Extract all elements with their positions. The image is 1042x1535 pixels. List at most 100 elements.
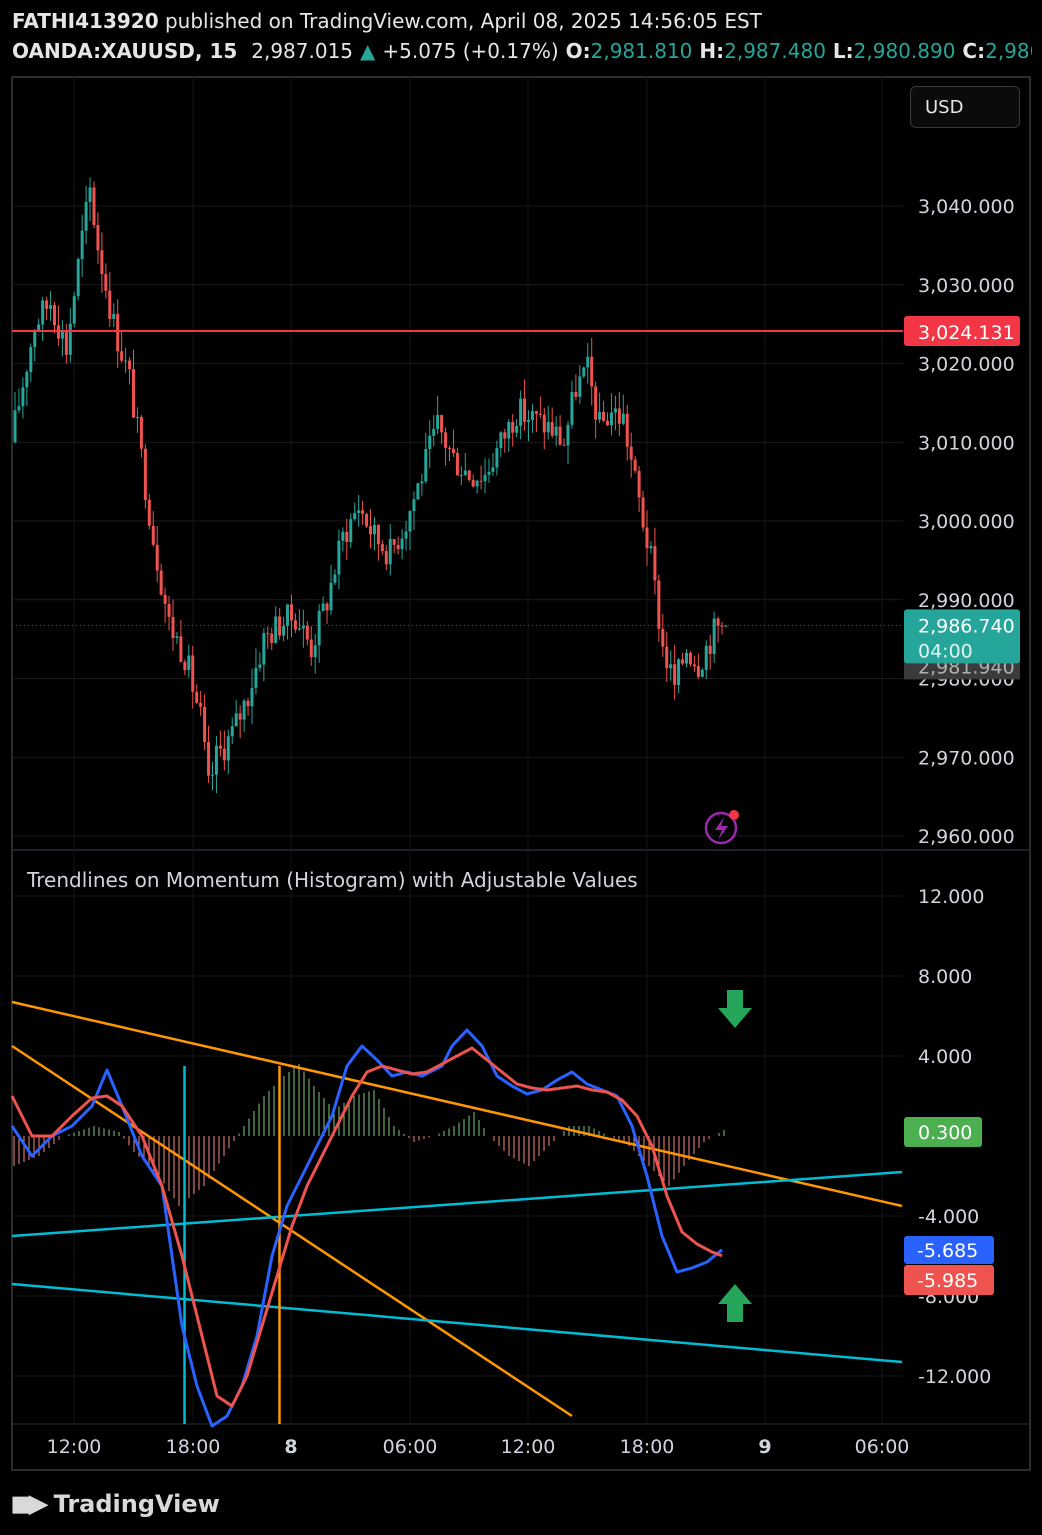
candle-body (566, 424, 570, 446)
candle-body (187, 655, 191, 671)
candles (13, 177, 728, 794)
candle-body (562, 444, 566, 446)
close-label: C: (962, 39, 986, 63)
currency-button[interactable]: USD (910, 86, 1020, 128)
candle-body (657, 580, 661, 629)
indicator-title: Trendlines on Momentum (Histogram) with … (26, 868, 638, 892)
candle-body (179, 636, 183, 662)
candle-body (329, 582, 333, 611)
candle-body (436, 415, 440, 429)
candle-body (246, 700, 250, 707)
alert-dot-icon (729, 810, 739, 820)
candle-body (459, 475, 463, 477)
trendline-cyan[interactable] (11, 1170, 903, 1238)
level-price-label: 3,024.131 (918, 322, 1015, 344)
candle-body (214, 745, 218, 775)
author-name[interactable]: FATHI413920 (12, 9, 159, 33)
candle-body (412, 499, 416, 512)
candle-body (13, 410, 17, 443)
candle-body (321, 603, 325, 611)
candle-body (444, 432, 448, 448)
candle-body (222, 748, 226, 761)
candle-body (88, 187, 92, 203)
tradingview-footer[interactable]: ◼▶ TradingView (10, 1486, 220, 1522)
arrow-down-icon (718, 990, 752, 1028)
candle-body (692, 664, 696, 667)
candle-body (538, 413, 542, 415)
indicator-tick-label: -4.000 (918, 1206, 979, 1228)
time-tick-label: 12:00 (47, 1436, 102, 1458)
candle-body (226, 736, 230, 761)
histogram-value-label: 0.300 (918, 1122, 972, 1144)
candle-body (147, 499, 151, 526)
candle-body (199, 702, 203, 707)
candle-body (661, 628, 665, 647)
price-tick-label: 2,990.000 (918, 590, 1015, 612)
candle-body (696, 666, 700, 677)
price-tick-label: 3,000.000 (918, 511, 1015, 533)
candle-body (234, 713, 238, 727)
time-tick-label: 06:00 (855, 1436, 910, 1458)
symbol-name[interactable]: OANDA:XAUUSD, 15 (12, 39, 238, 63)
candle-body (357, 510, 361, 513)
candle-body (100, 250, 104, 274)
candle-body (262, 633, 266, 665)
candle-body (463, 470, 467, 476)
candle-body (80, 230, 84, 259)
candle-body (637, 470, 641, 498)
candle-body (274, 616, 278, 643)
last-price-tag (904, 609, 1020, 664)
change-arrow-icon: ▲ (360, 39, 376, 63)
candle-body (448, 447, 451, 449)
price-value: 2,987.015 (251, 39, 354, 63)
candle-body (392, 539, 396, 545)
symbol-info: OANDA:XAUUSD, 15 2,987.015 ▲ +5.075 (+0.… (12, 36, 1032, 66)
candle-body (278, 616, 282, 636)
candle-body (420, 481, 424, 484)
alert-lightning-icon[interactable] (704, 811, 738, 845)
candle-body (681, 659, 685, 664)
candle-body (92, 187, 96, 225)
candle-body (665, 646, 669, 669)
footer-brand: TradingView (53, 1490, 220, 1518)
candle-body (76, 258, 80, 297)
candle-body (550, 422, 554, 436)
trendline-cyan[interactable] (11, 1282, 903, 1364)
candle-body (625, 413, 629, 447)
candle-body (598, 411, 602, 420)
candle-body (191, 655, 195, 692)
trendline-orange[interactable] (11, 1000, 903, 1208)
red-value-tag (904, 1265, 994, 1295)
momentum-line-red[interactable] (10, 1046, 723, 1408)
candle-body (479, 480, 483, 482)
candle-body (388, 539, 392, 565)
candle-body (677, 659, 681, 685)
open-label: O: (565, 39, 591, 63)
candle-body (440, 415, 444, 433)
candle-body (345, 531, 349, 543)
low-value: 2,980.890 (853, 39, 956, 63)
candle-body (353, 512, 357, 520)
candle-body (25, 371, 29, 388)
indicator-tick-label: 8.000 (918, 966, 972, 988)
candle-body (175, 636, 179, 638)
candle-body (519, 398, 523, 426)
candle-body (365, 513, 369, 527)
candle-body (495, 448, 499, 468)
candle-body (487, 471, 491, 475)
lightning-bolt-icon (715, 817, 728, 840)
candle-body (64, 331, 68, 355)
price-tick-label: 3,020.000 (918, 354, 1015, 376)
last-price-label: 2,986.740 (918, 615, 1015, 637)
candle-body (37, 324, 41, 332)
tradingview-logo-icon: ◼▶ (10, 1489, 49, 1519)
candle-body (96, 224, 100, 251)
candle-body (471, 479, 475, 487)
candle-body (33, 331, 37, 348)
candle-body (534, 411, 538, 414)
candle-body (590, 356, 594, 387)
candle-body (372, 524, 376, 535)
candle-body (203, 706, 207, 743)
candle-body (613, 408, 617, 413)
